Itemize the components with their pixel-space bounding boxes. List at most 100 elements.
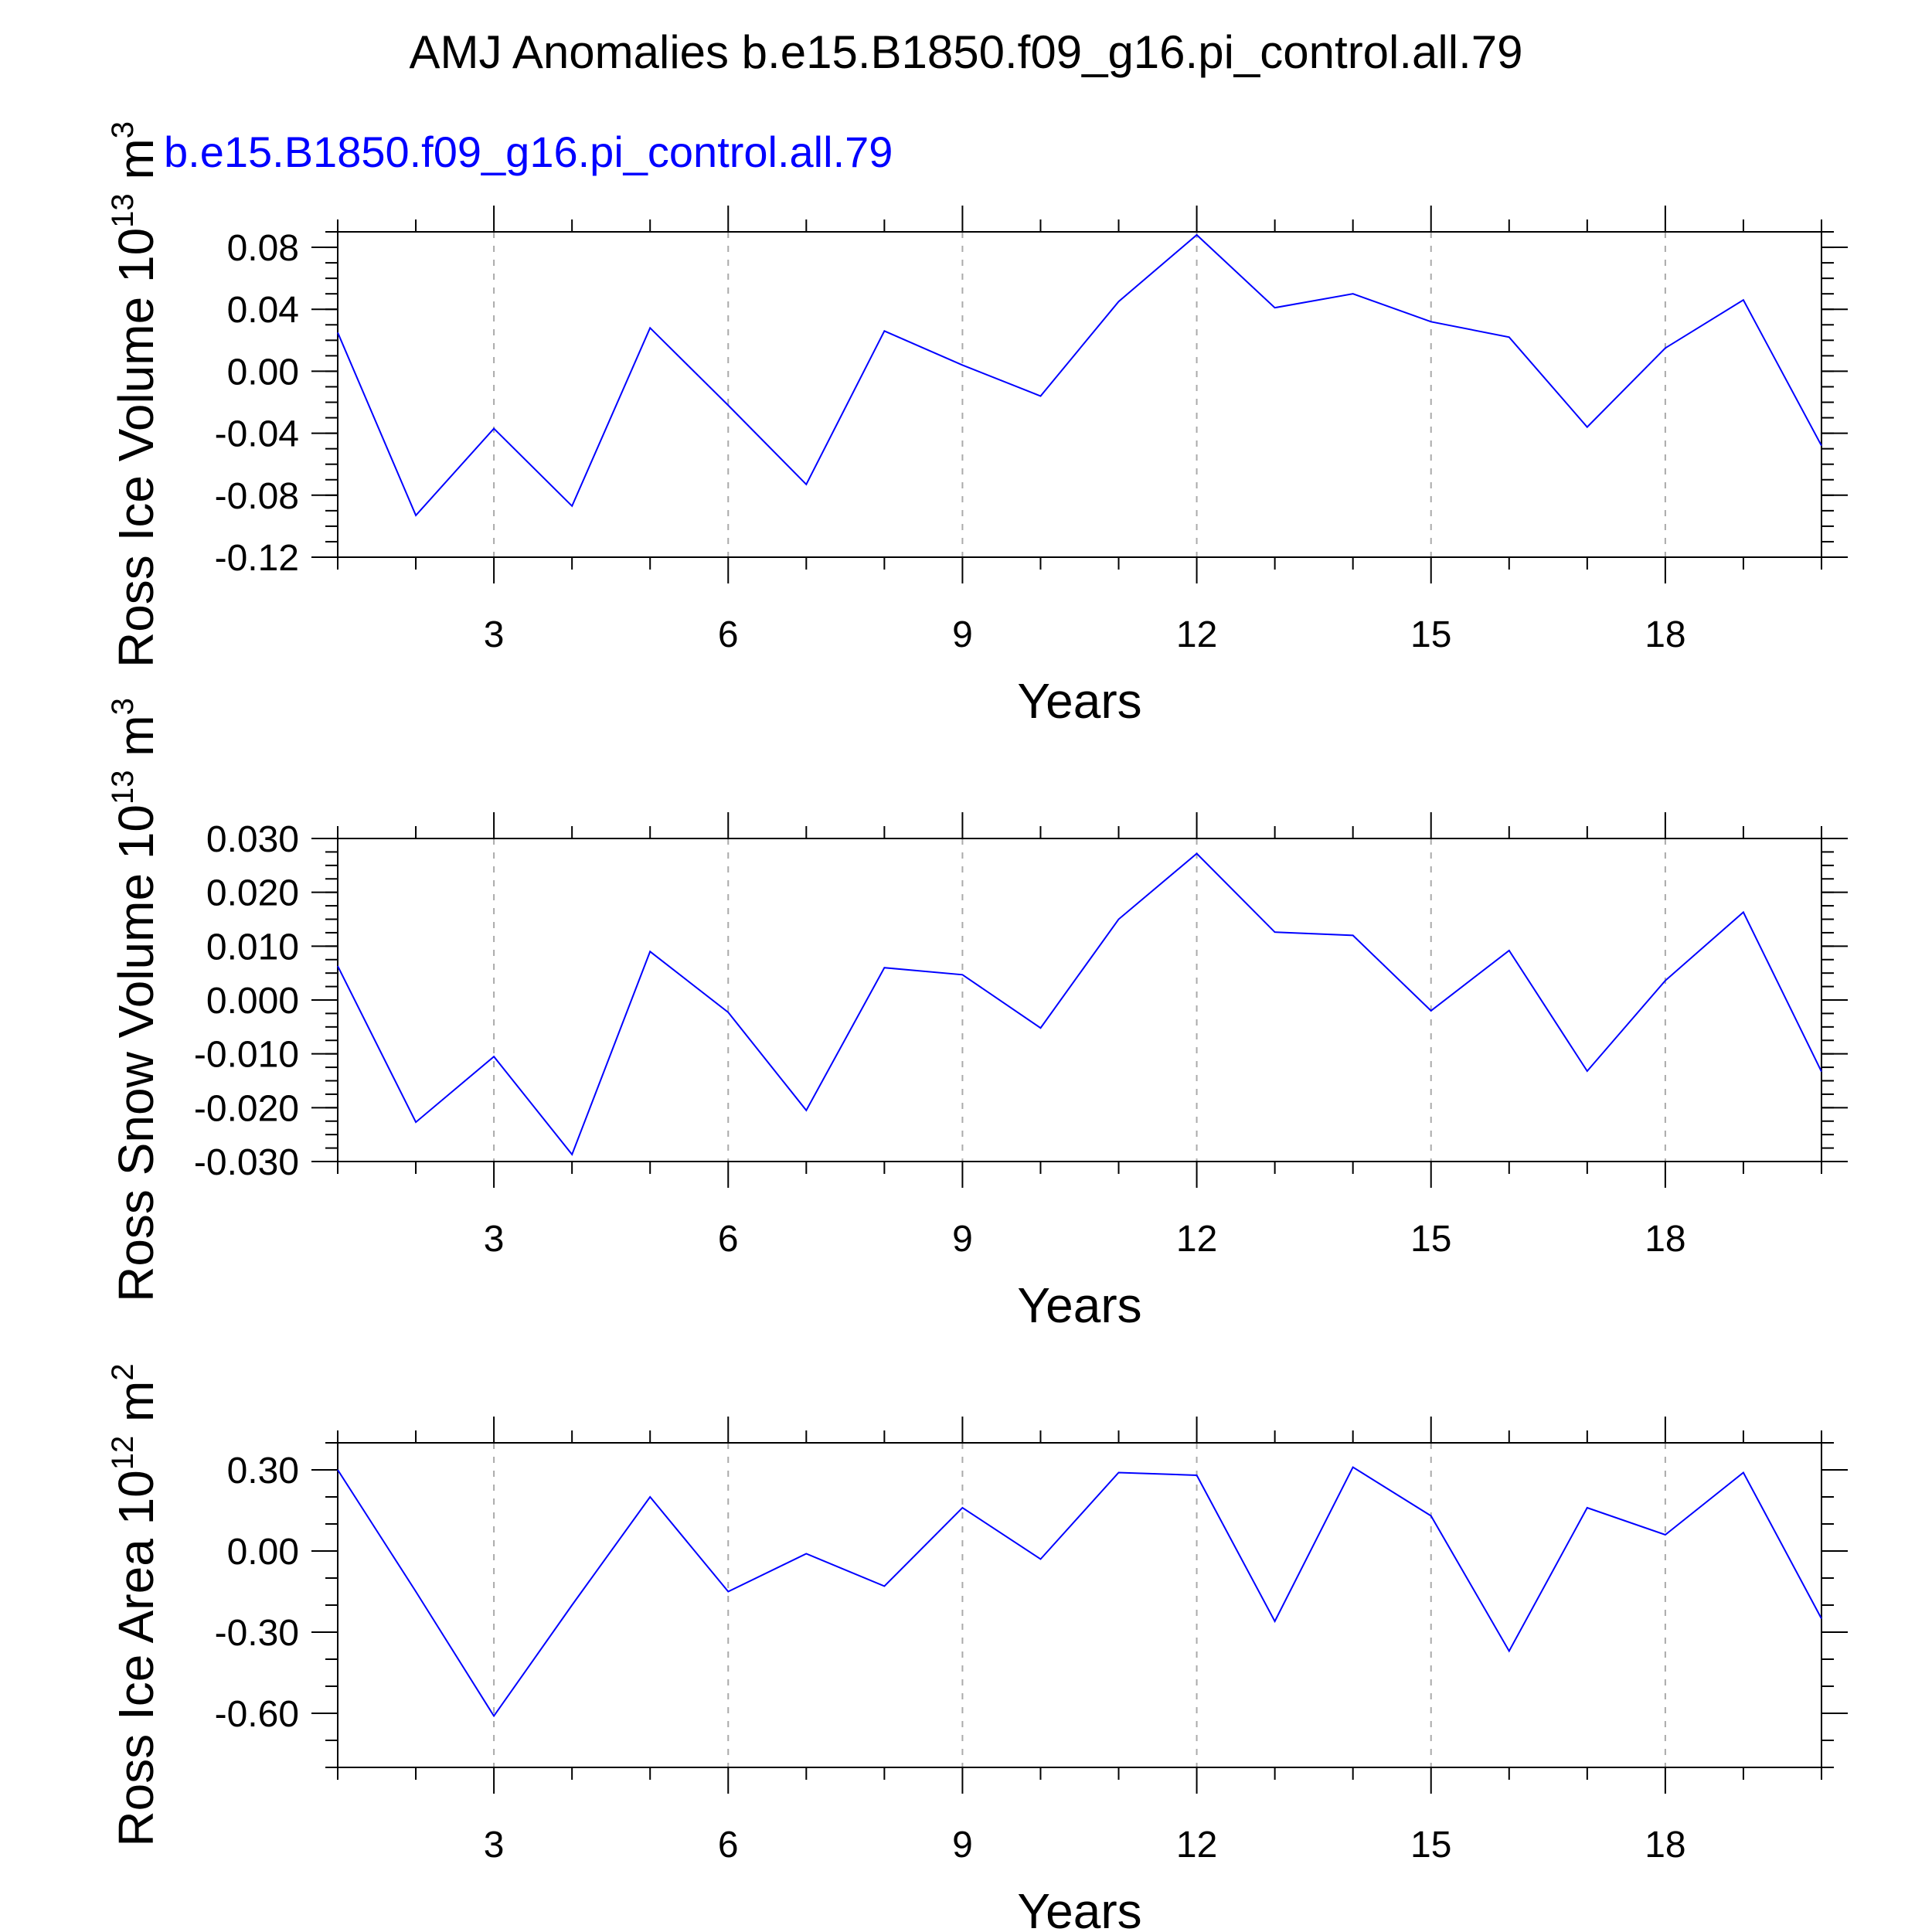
data-point-5: [648, 949, 652, 954]
data-point-12: [1195, 852, 1199, 856]
data-point-7: [804, 1108, 808, 1113]
data-point-4: [570, 1152, 574, 1157]
panel-1: -0.12 -0.08 -0.04 0.00 0.04 0.08 3 6 9 12 15 18 Year…: [106, 121, 1848, 729]
data-point-9: [960, 972, 964, 977]
data-point-1: [335, 330, 340, 335]
data-point-16: [1507, 1649, 1512, 1654]
y-tick-label: -0.010: [194, 1035, 299, 1076]
x-axis-label: Years: [1017, 1277, 1141, 1333]
data-point-7: [804, 482, 808, 487]
data-point-17: [1585, 1069, 1590, 1073]
data-point-17: [1585, 425, 1590, 430]
x-tick-label: 18: [1645, 1219, 1685, 1260]
data-point-4: [570, 1603, 574, 1607]
data-point-10: [1038, 394, 1043, 399]
data-point-16: [1507, 948, 1512, 953]
panel-2: -0.030 -0.020 -0.010 0.000 0.010 0.020 0.030 3 6…: [106, 698, 1848, 1333]
chart-panels: -0.12 -0.08 -0.04 0.00 0.04 0.08 3 6 9 12 15 18 Year…: [106, 121, 1848, 1932]
series-line: [337, 852, 1822, 1156]
data-point-3: [492, 1054, 496, 1059]
series-line: [337, 233, 1822, 517]
data-point-20: [1819, 1070, 1824, 1074]
x-tick-label: 3: [484, 1825, 505, 1866]
legend-label: b.e15.B1850.f09_g16.pi_control.all.79: [164, 128, 893, 176]
x-axis-label: Years: [1017, 1883, 1141, 1932]
series-line: [337, 1466, 1822, 1718]
x-tick-label: 6: [718, 1219, 739, 1260]
plot-frame: [337, 231, 1822, 558]
data-point-12: [1195, 233, 1199, 237]
plot-frame: [337, 1442, 1822, 1768]
data-point-2: [413, 1120, 418, 1124]
data-point-20: [1819, 1617, 1824, 1621]
data-point-19: [1741, 910, 1746, 914]
data-point-9: [960, 362, 964, 367]
panel-3: -0.60 -0.30 0.00 0.30 3 6 9 12 15 18 Years Ross Ice…: [106, 1363, 1848, 1932]
x-tick-label: 18: [1645, 614, 1685, 655]
data-point-10: [1038, 1557, 1043, 1562]
data-point-18: [1663, 978, 1668, 983]
data-point-16: [1507, 335, 1512, 339]
y-tick-label: 0.020: [206, 873, 299, 914]
x-tick-label: 18: [1645, 1825, 1685, 1866]
x-tick-label: 3: [484, 614, 505, 655]
data-point-6: [726, 1010, 730, 1015]
x-tick-label: 15: [1410, 1219, 1451, 1260]
y-tick-label: -0.30: [215, 1613, 299, 1654]
data-point-18: [1663, 1532, 1668, 1537]
y-tick-label: 0.00: [227, 1532, 299, 1573]
data-point-13: [1273, 930, 1277, 934]
data-point-12: [1195, 1473, 1199, 1478]
data-point-13: [1273, 1619, 1277, 1624]
x-tick-label: 3: [484, 1219, 505, 1260]
plot-frame: [337, 838, 1822, 1162]
data-point-13: [1273, 305, 1277, 310]
x-tick-label: 9: [952, 1219, 973, 1260]
y-tick-label: -0.08: [215, 476, 299, 517]
y-tick-label: -0.030: [194, 1142, 299, 1183]
chart-title: AMJ Anomalies b.e15.B1850.f09_g16.pi_con…: [410, 26, 1523, 78]
data-point-14: [1351, 933, 1355, 937]
data-point-17: [1585, 1505, 1590, 1510]
y-tick-label: -0.12: [215, 538, 299, 579]
y-tick-label: 0.000: [206, 981, 299, 1022]
y-axis-label: Ross Ice Area 1012 m2: [106, 1363, 164, 1846]
data-point-5: [648, 325, 652, 330]
data-point-6: [726, 1590, 730, 1594]
data-point-14: [1351, 291, 1355, 296]
y-tick-label: 0.08: [227, 228, 299, 269]
data-point-2: [413, 1590, 418, 1594]
data-point-15: [1429, 1514, 1434, 1519]
y-tick-label: 0.04: [227, 290, 299, 331]
data-point-19: [1741, 1471, 1746, 1475]
data-point-11: [1117, 1471, 1121, 1475]
data-point-8: [882, 328, 886, 333]
data-point-6: [726, 403, 730, 408]
y-tick-label: -0.60: [215, 1694, 299, 1735]
data-point-9: [960, 1505, 964, 1510]
data-point-5: [648, 1495, 652, 1499]
y-tick-label: 0.010: [206, 927, 299, 968]
data-point-3: [492, 1714, 496, 1719]
y-tick-label: 0.00: [227, 352, 299, 393]
data-point-8: [882, 1584, 886, 1589]
x-tick-label: 12: [1176, 614, 1217, 655]
x-tick-label: 15: [1410, 614, 1451, 655]
data-point-4: [570, 504, 574, 509]
data-point-10: [1038, 1026, 1043, 1030]
x-tick-label: 6: [718, 1825, 739, 1866]
x-tick-label: 12: [1176, 1825, 1217, 1866]
x-axis-label: Years: [1017, 673, 1141, 729]
y-tick-label: 0.30: [227, 1451, 299, 1492]
data-point-7: [804, 1552, 808, 1556]
data-point-3: [492, 427, 496, 431]
y-tick-label: 0.030: [206, 819, 299, 860]
x-tick-label: 9: [952, 614, 973, 655]
y-tick-label: -0.04: [215, 414, 299, 455]
data-point-18: [1663, 345, 1668, 350]
data-point-19: [1741, 298, 1746, 302]
y-tick-label: -0.020: [194, 1088, 299, 1129]
data-point-20: [1819, 444, 1824, 448]
data-point-14: [1351, 1465, 1355, 1470]
data-point-15: [1429, 1009, 1434, 1013]
